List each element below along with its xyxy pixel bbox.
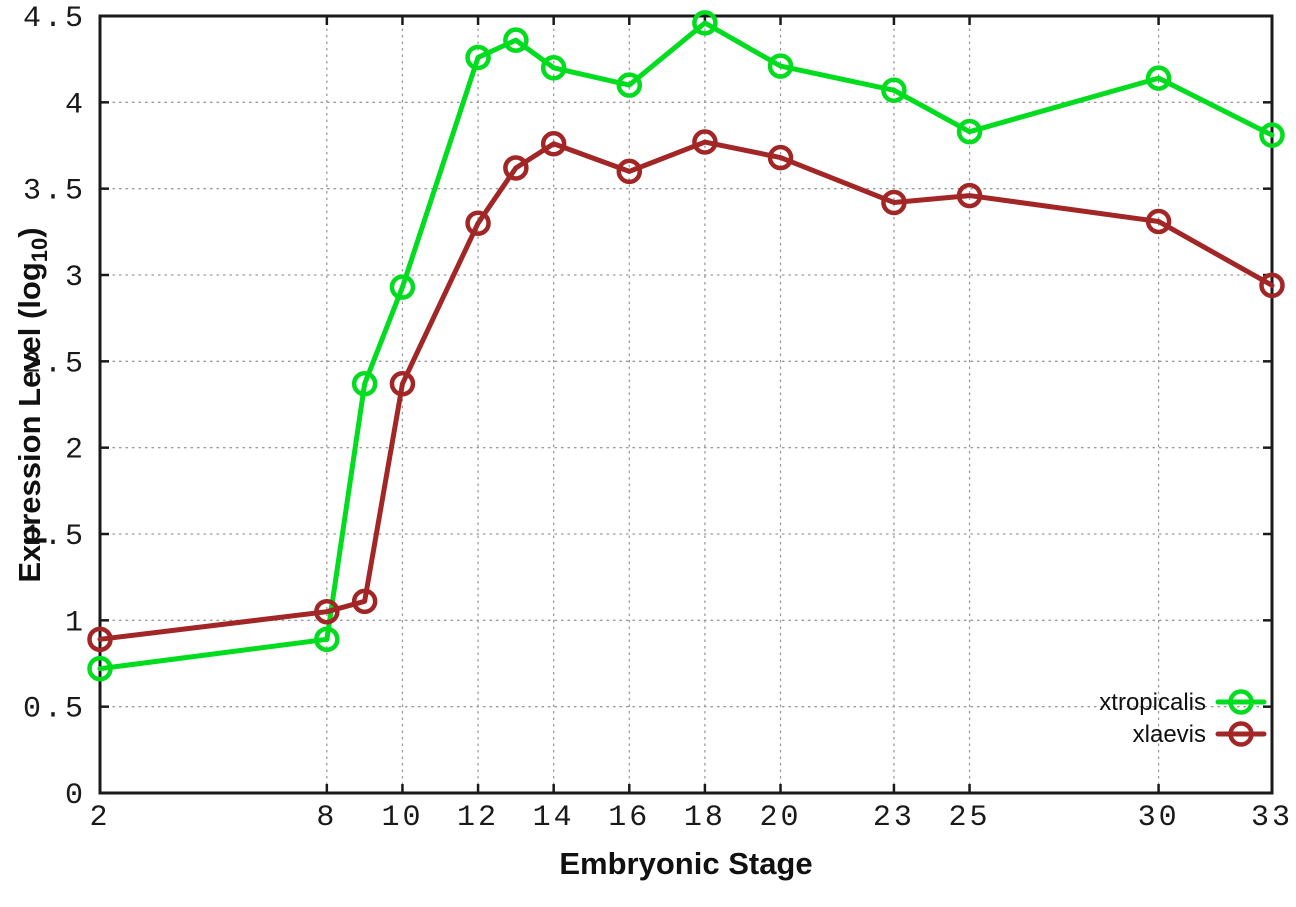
data-point-xlaevis (956, 182, 983, 209)
data-point-xlaevis (1259, 272, 1285, 299)
x-axis-tick-label: 12 (457, 801, 499, 835)
data-point-xlaevis (465, 210, 491, 236)
data-point-xtropicalis (1259, 122, 1285, 148)
legend-label-xtropicalis: xtropicalis (1099, 689, 1206, 716)
y-axis-tick-label: 3.5 (23, 175, 86, 209)
series-line-xtropicalis (97, 20, 1275, 672)
x-axis-tick-label: 2 (89, 801, 110, 835)
x-axis-tick-label: 23 (873, 801, 915, 835)
y-axis-tick-label: 4.5 (23, 2, 86, 36)
y-axis-tick-label: 2.5 (23, 347, 86, 381)
x-axis-title: Embryonic Stage (559, 846, 812, 881)
plot-border (98, 14, 1274, 795)
data-point-xtropicalis (881, 77, 907, 103)
data-point-xtropicalis (956, 118, 983, 145)
y-axis-tick-label: 0.5 (23, 693, 86, 727)
data-point-xlaevis (87, 626, 113, 653)
data-point-xlaevis (540, 131, 567, 157)
data-point-xlaevis (314, 598, 340, 625)
x-axis-tick-label: 20 (760, 801, 802, 835)
data-point-xtropicalis (389, 274, 416, 300)
legend-marker-xlaevis (1228, 721, 1254, 747)
y-axis-tick-label: 0 (65, 779, 86, 813)
data-point-xlaevis (767, 144, 794, 171)
data-point-xlaevis (1145, 208, 1172, 235)
data-point-xtropicalis (351, 371, 378, 397)
y-axis-tick-label: 2 (65, 434, 86, 468)
x-axis-tick-label: 30 (1138, 801, 1180, 835)
legend-label-xlaevis: xlaevis (1133, 721, 1206, 748)
y-axis-title: Expression Level (log10) (12, 227, 52, 582)
data-point-xtropicalis (540, 55, 567, 81)
data-point-xlaevis (351, 588, 378, 615)
data-point-xlaevis (503, 155, 529, 181)
data-point-xtropicalis (692, 10, 718, 36)
x-axis-tick-label: 25 (949, 801, 991, 835)
data-point-xtropicalis (314, 626, 340, 653)
legend-marker-xtropicalis (1228, 689, 1254, 715)
x-axis-tick-label: 18 (684, 801, 726, 835)
x-axis-tick-label: 8 (316, 801, 337, 835)
data-point-xtropicalis (465, 44, 491, 71)
y-axis-tick-label: 1 (65, 606, 86, 640)
x-axis-tick-label: 33 (1251, 801, 1293, 835)
data-point-xtropicalis (616, 72, 643, 98)
data-point-xlaevis (389, 371, 416, 397)
data-point-xtropicalis (87, 655, 113, 682)
data-point-xtropicalis (503, 27, 529, 53)
data-point-xtropicalis (1145, 65, 1172, 91)
x-axis-tick-label: 16 (608, 801, 650, 835)
y-axis-tick-label: 4 (65, 88, 86, 122)
data-point-xlaevis (692, 129, 718, 155)
x-axis-tick-label: 14 (533, 801, 575, 835)
data-point-xlaevis (881, 189, 907, 216)
y-axis-tick-label: 3 (65, 261, 86, 295)
y-axis-tick-label: 1.5 (23, 520, 86, 554)
x-axis-tick-label: 10 (381, 801, 423, 835)
data-point-xlaevis (616, 158, 643, 185)
data-point-xtropicalis (767, 53, 794, 79)
